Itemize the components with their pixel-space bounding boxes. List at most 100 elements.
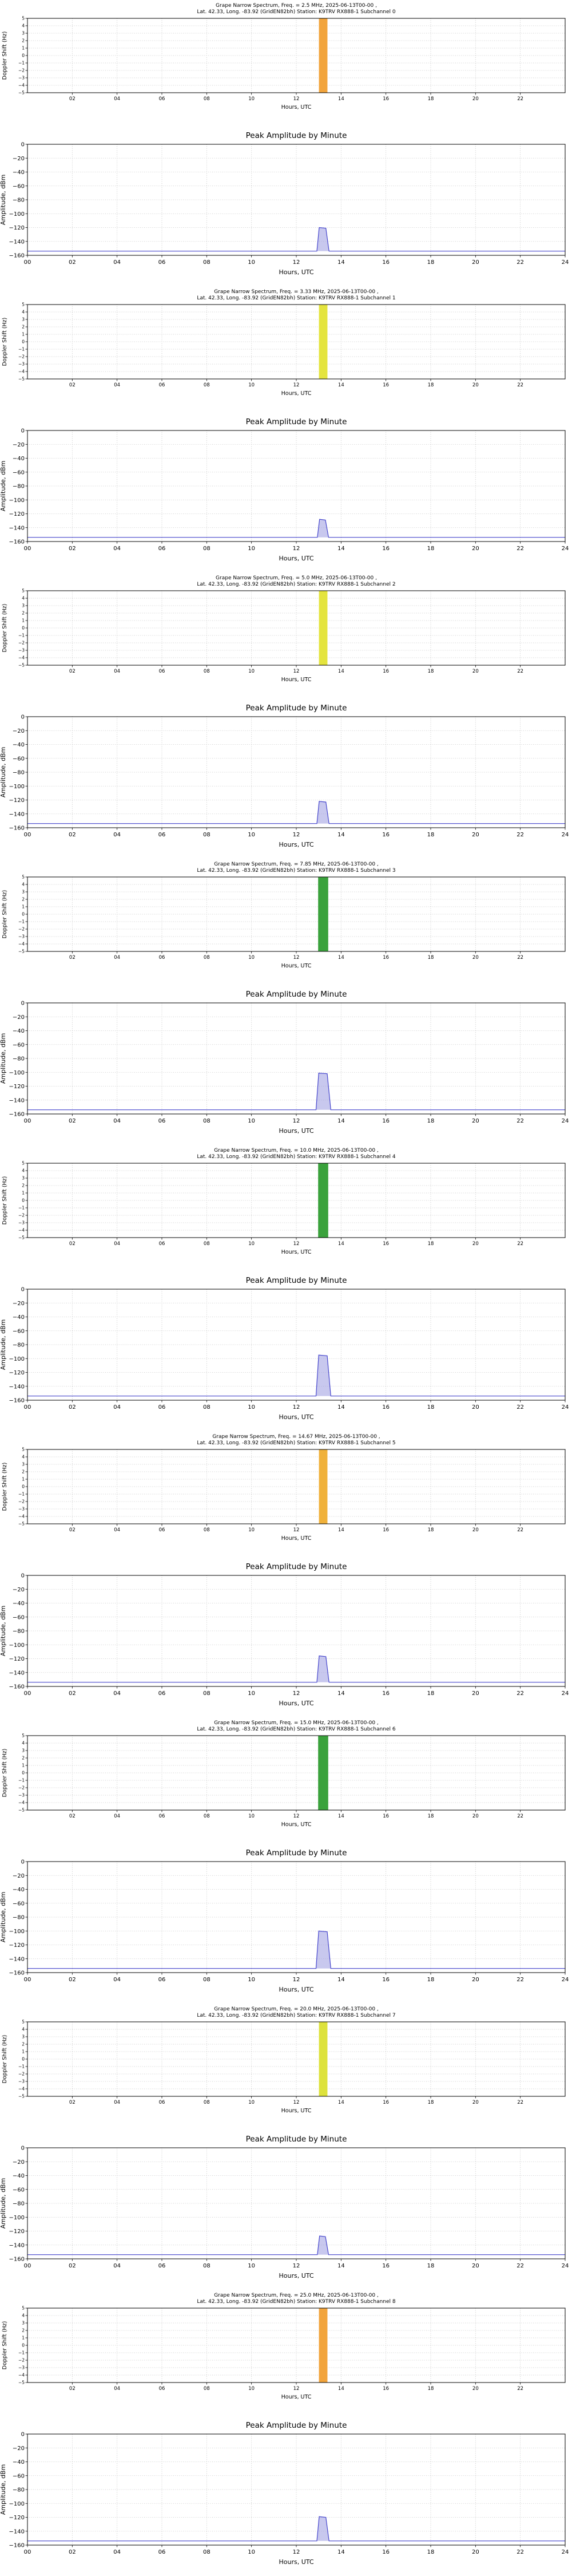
y-tick-label: −3: [18, 2365, 25, 2370]
amplitude-chart: 00 02 04 06 08 10 12 14 16 18 20 22 24 0 −20 −40 −60 −80 −…: [0, 1848, 569, 1993]
amplitude-chart-title: Peak Amplitude by Minute: [246, 704, 347, 713]
amplitude-chart-title: Peak Amplitude by Minute: [246, 1562, 347, 1571]
y-tick-label: −100: [9, 1356, 25, 1362]
x-tick-label: 02: [69, 96, 76, 102]
x-tick-label: 12: [293, 955, 300, 961]
plot-border: [27, 2147, 566, 2259]
x-tick-label: 08: [203, 259, 210, 266]
x-tick-label: 20: [472, 2263, 479, 2269]
x-tick-label: 16: [383, 382, 389, 388]
y-tick-label: −2: [18, 68, 25, 73]
y-tick-label: −60: [13, 1614, 25, 1621]
x-axis-label: Hours, UTC: [279, 555, 313, 562]
x-tick-label: 08: [203, 2263, 210, 2269]
x-tick-label: 10: [248, 1241, 255, 1247]
doppler-signal-stripe: [319, 18, 328, 93]
x-tick-label: 18: [428, 1241, 434, 1247]
x-tick-label: 12: [293, 1527, 300, 1533]
amplitude-line: [27, 1930, 565, 1969]
x-axis-label: Hours, UTC: [279, 1700, 313, 1707]
plot-border: [27, 2433, 566, 2546]
x-tick-label: 12: [293, 1690, 300, 1697]
x-tick-label: 10: [248, 1404, 255, 1411]
x-tick-label: 06: [159, 669, 165, 674]
x-tick-label: 06: [158, 2263, 166, 2269]
x-tick-label: 20: [472, 1690, 479, 1697]
y-tick-label: −20: [13, 728, 25, 734]
y-tick-label: 0: [22, 912, 25, 917]
x-tick-label: 10: [248, 382, 255, 388]
y-axis-label: Amplitude, dBm: [0, 1033, 7, 1084]
x-tick-label: 18: [428, 382, 434, 388]
x-tick-label: 22: [517, 2263, 524, 2269]
x-tick-label: 20: [472, 1814, 479, 1819]
x-tick-label: 16: [382, 2263, 390, 2269]
x-tick-label: 14: [337, 259, 345, 266]
y-tick-label: −60: [13, 183, 25, 189]
spectrum-title-line2: Lat. 42.33, Long. -83.92 (GridEN82bh) St…: [197, 1154, 396, 1160]
x-tick-label: 06: [159, 96, 165, 102]
subchannel-5-pair: 02 04 06 08 10 12 14 16 18 20 22 5 4 3 2 1 0 −1 −2 −3 −4 −5 Ho…: [0, 1431, 572, 1717]
y-tick-label: 4: [22, 310, 25, 315]
y-tick-label: −40: [13, 1314, 25, 1321]
doppler-signal-stripe: [318, 1163, 328, 1238]
x-tick-label: 02: [69, 669, 76, 674]
plot-border: [27, 144, 566, 256]
amplitude-chart: 00 02 04 06 08 10 12 14 16 18 20 22 24 0 −20 −40 −60 −80 −…: [0, 2421, 569, 2566]
doppler-signal-stripe: [319, 2022, 328, 2096]
y-tick-label: 0: [22, 1771, 25, 1776]
y-tick-label: −140: [9, 1097, 25, 1104]
amplitude-chart: 00 02 04 06 08 10 12 14 16 18 20 22 24 0 −20 −40 −60 −80 −…: [0, 2135, 569, 2279]
x-tick-label: 12: [293, 1814, 300, 1819]
x-tick-label: 18: [428, 2386, 434, 2392]
y-tick-label: 0: [21, 1001, 25, 1007]
x-tick-label: 22: [517, 546, 524, 552]
y-tick-label: −100: [9, 784, 25, 790]
spectrum-title-line1: Grape Narrow Spectrum, Freq. = 2.5 MHz, …: [216, 3, 377, 9]
amplitude-chart-title: Peak Amplitude by Minute: [246, 2135, 347, 2144]
plot-border: [27, 1163, 566, 1238]
y-tick-label: −2: [18, 641, 25, 646]
x-tick-label: 08: [204, 2386, 210, 2392]
x-tick-label: 06: [158, 546, 166, 552]
x-tick-label: 00: [24, 1118, 31, 1124]
x-tick-label: 04: [113, 1404, 121, 1411]
amplitude-chart: 00 02 04 06 08 10 12 14 16 18 20 22 24 0 −20 −40 −60 −80 −…: [0, 131, 569, 276]
x-tick-label: 02: [69, 1977, 76, 1983]
y-tick-label: 0: [21, 1573, 25, 1579]
y-tick-label: −3: [18, 1220, 25, 1226]
doppler-signal-stripe: [319, 591, 328, 665]
plot-border: [27, 2308, 566, 2383]
x-tick-label: 08: [204, 2100, 210, 2105]
y-tick-label: −2: [18, 927, 25, 932]
x-tick-label: 20: [472, 955, 479, 961]
y-tick-label: −100: [9, 1642, 25, 1649]
x-tick-label: 22: [517, 96, 523, 102]
x-tick-label: 06: [158, 259, 166, 266]
y-tick-label: −40: [13, 1028, 25, 1034]
x-tick-label: 08: [204, 1241, 210, 1247]
x-tick-label: 22: [517, 1404, 524, 1411]
y-tick-label: −4: [18, 1800, 25, 1805]
y-tick-label: −3: [18, 76, 25, 81]
y-tick-label: −2: [18, 2358, 25, 2363]
y-tick-label: 2: [22, 2328, 25, 2333]
y-tick-label: 5: [22, 302, 25, 307]
x-tick-label: 06: [158, 1977, 166, 1983]
y-tick-label: −120: [9, 511, 25, 517]
x-tick-label: 00: [24, 1977, 31, 1983]
y-tick-label: −3: [18, 934, 25, 939]
y-tick-label: −1: [18, 2350, 25, 2356]
x-tick-label: 22: [517, 1527, 523, 1533]
y-tick-label: −100: [9, 2501, 25, 2507]
x-tick-label: 16: [382, 1690, 390, 1697]
x-tick-label: 08: [203, 832, 210, 838]
x-tick-label: 16: [383, 669, 389, 674]
y-tick-label: −5: [18, 1522, 25, 1527]
x-tick-label: 22: [517, 1690, 524, 1697]
y-tick-label: −2: [18, 1785, 25, 1791]
y-tick-label: 0: [22, 1484, 25, 1490]
x-tick-label: 12: [293, 832, 300, 838]
y-tick-label: −5: [18, 2380, 25, 2385]
